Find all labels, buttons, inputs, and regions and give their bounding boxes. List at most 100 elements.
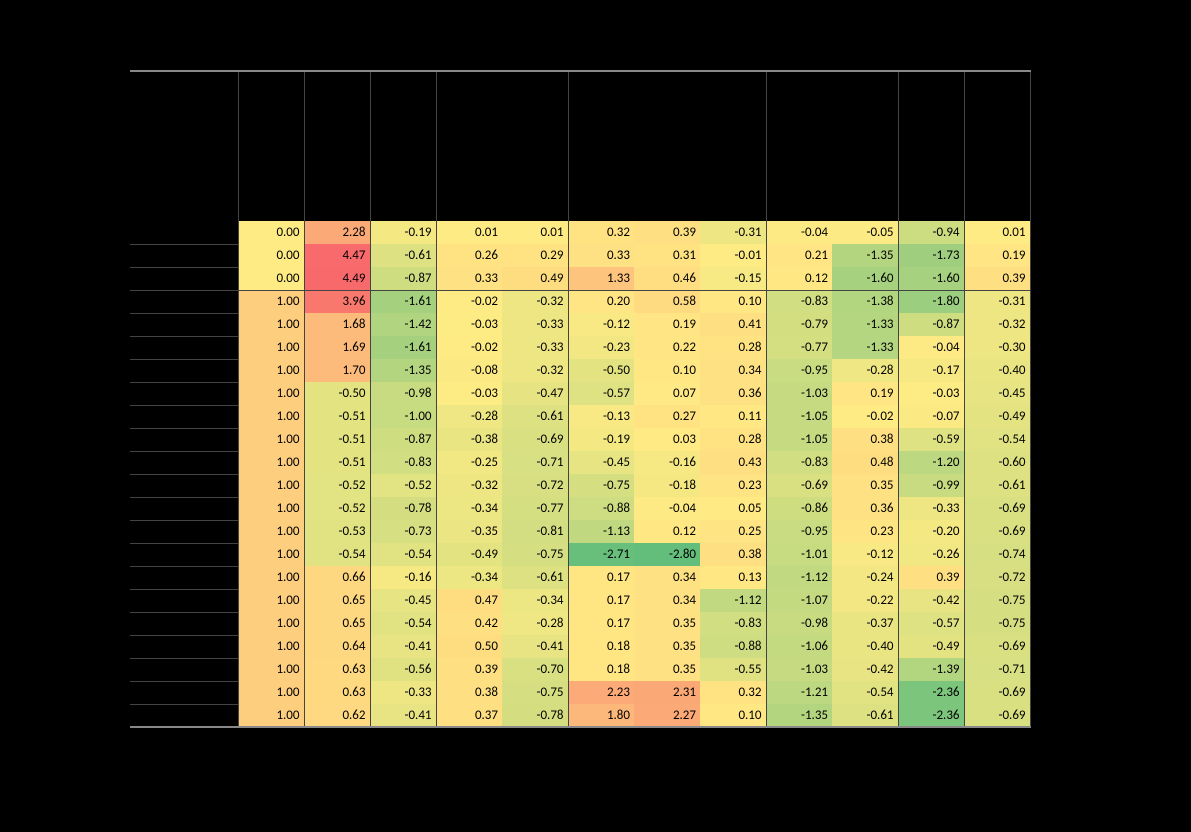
heatmap-cell: -0.72 bbox=[502, 474, 568, 497]
heatmap-cell: 0.19 bbox=[832, 382, 898, 405]
heatmap-cell: -0.22 bbox=[832, 589, 898, 612]
heatmap-cell: -0.19 bbox=[370, 221, 436, 244]
heatmap-cell: -1.20 bbox=[898, 451, 964, 474]
heatmap-cell: 1.70 bbox=[304, 359, 370, 382]
heatmap-cell: -0.03 bbox=[436, 313, 502, 336]
heatmap-cell: -1.73 bbox=[898, 244, 964, 267]
heatmap-cell: 0.34 bbox=[700, 359, 766, 382]
row-label-cell bbox=[130, 474, 238, 497]
heatmap-cell: 1.00 bbox=[238, 520, 304, 543]
heatmap-cell: 0.17 bbox=[568, 612, 634, 635]
heatmap-cell: -0.04 bbox=[766, 221, 832, 244]
heatmap-cell: 0.36 bbox=[832, 497, 898, 520]
heatmap-cell: -0.52 bbox=[304, 474, 370, 497]
heatmap-cell: -0.60 bbox=[964, 451, 1030, 474]
column-group-header bbox=[304, 71, 370, 221]
heatmap-cell: -1.21 bbox=[766, 681, 832, 704]
row-label-cell bbox=[130, 244, 238, 267]
heatmap-cell: 0.07 bbox=[634, 382, 700, 405]
heatmap-cell: -0.94 bbox=[898, 221, 964, 244]
heatmap-cell: -0.04 bbox=[898, 336, 964, 359]
heatmap-cell: -0.04 bbox=[634, 497, 700, 520]
heatmap-cell: 0.35 bbox=[634, 635, 700, 658]
heatmap-cell: 0.21 bbox=[766, 244, 832, 267]
heatmap-cell: -0.33 bbox=[898, 497, 964, 520]
heatmap-cell: -0.53 bbox=[304, 520, 370, 543]
heatmap-cell: -0.57 bbox=[568, 382, 634, 405]
table-row: 1.00-0.52-0.78-0.34-0.77-0.88-0.040.05-0… bbox=[130, 497, 1030, 520]
column-group-header bbox=[766, 71, 898, 221]
heatmap-cell: 0.19 bbox=[964, 244, 1030, 267]
heatmap-cell: -0.71 bbox=[964, 658, 1030, 681]
heatmap-cell: -1.80 bbox=[898, 290, 964, 313]
heatmap-cell: -0.37 bbox=[832, 612, 898, 635]
table-row: 1.00-0.51-0.83-0.25-0.71-0.45-0.160.43-0… bbox=[130, 451, 1030, 474]
heatmap-cell: -1.01 bbox=[766, 543, 832, 566]
table-row: 1.00-0.52-0.52-0.32-0.72-0.75-0.180.23-0… bbox=[130, 474, 1030, 497]
row-label-cell bbox=[130, 336, 238, 359]
heatmap-cell: 2.31 bbox=[634, 681, 700, 704]
heatmap-cell: -0.69 bbox=[964, 520, 1030, 543]
table-row: 1.000.63-0.560.39-0.700.180.35-0.55-1.03… bbox=[130, 658, 1030, 681]
heatmap-cell: -1.03 bbox=[766, 382, 832, 405]
table-row: 1.00-0.51-0.87-0.38-0.69-0.190.030.28-1.… bbox=[130, 428, 1030, 451]
heatmap-cell: 0.25 bbox=[700, 520, 766, 543]
heatmap-cell: -0.75 bbox=[502, 681, 568, 704]
heatmap-cell: 1.69 bbox=[304, 336, 370, 359]
heatmap-cell: -1.42 bbox=[370, 313, 436, 336]
heatmap-cell: 0.22 bbox=[634, 336, 700, 359]
column-group-header bbox=[238, 71, 304, 221]
heatmap-cell: 0.41 bbox=[700, 313, 766, 336]
heatmap-cell: -0.83 bbox=[766, 451, 832, 474]
heatmap-cell: 0.37 bbox=[436, 704, 502, 727]
heatmap-cell: -0.28 bbox=[832, 359, 898, 382]
heatmap-cell: -0.20 bbox=[898, 520, 964, 543]
heatmap-cell: -0.31 bbox=[700, 221, 766, 244]
heatmap-cell: 0.62 bbox=[304, 704, 370, 727]
heatmap-cell: 1.33 bbox=[568, 267, 634, 290]
column-group-header bbox=[898, 71, 964, 221]
heatmap-cell: 1.00 bbox=[238, 543, 304, 566]
heatmap-cell: -0.12 bbox=[568, 313, 634, 336]
heatmap-cell: -0.77 bbox=[502, 497, 568, 520]
row-label-cell bbox=[130, 290, 238, 313]
heatmap-cell: -0.87 bbox=[898, 313, 964, 336]
table-row: 1.000.63-0.330.38-0.752.232.310.32-1.21-… bbox=[130, 681, 1030, 704]
heatmap-cell: -0.45 bbox=[568, 451, 634, 474]
table-row: 1.00-0.54-0.54-0.49-0.75-2.71-2.800.38-1… bbox=[130, 543, 1030, 566]
heatmap-cell: -0.69 bbox=[766, 474, 832, 497]
heatmap-cell: -0.16 bbox=[634, 451, 700, 474]
heatmap-cell: -2.36 bbox=[898, 681, 964, 704]
heatmap-cell: 0.34 bbox=[634, 589, 700, 612]
heatmap-cell: -0.24 bbox=[832, 566, 898, 589]
heatmap-cell: -0.78 bbox=[502, 704, 568, 727]
heatmap-cell: -0.49 bbox=[964, 405, 1030, 428]
heatmap-cell: 1.00 bbox=[238, 635, 304, 658]
heatmap-cell: 0.23 bbox=[700, 474, 766, 497]
heatmap-cell: 0.63 bbox=[304, 681, 370, 704]
heatmap-cell: 0.39 bbox=[964, 267, 1030, 290]
row-label-cell bbox=[130, 497, 238, 520]
heatmap-cell: 0.13 bbox=[700, 566, 766, 589]
heatmap-cell: 1.00 bbox=[238, 497, 304, 520]
heatmap-cell: 0.10 bbox=[700, 704, 766, 727]
heatmap-cell: -1.39 bbox=[898, 658, 964, 681]
heatmap-cell: -0.87 bbox=[370, 428, 436, 451]
heatmap-cell: 1.00 bbox=[238, 451, 304, 474]
heatmap-cell: -0.77 bbox=[766, 336, 832, 359]
row-label-cell bbox=[130, 635, 238, 658]
heatmap-cell: 0.18 bbox=[568, 658, 634, 681]
column-group-header bbox=[370, 71, 436, 221]
heatmap-cell: 0.29 bbox=[502, 244, 568, 267]
row-label-cell bbox=[130, 359, 238, 382]
heatmap-cell: 1.00 bbox=[238, 290, 304, 313]
heatmap-cell: 1.00 bbox=[238, 428, 304, 451]
row-label-cell bbox=[130, 313, 238, 336]
heatmap-cell: -1.35 bbox=[766, 704, 832, 727]
heatmap-cell: -0.95 bbox=[766, 520, 832, 543]
heatmap-cell: -1.33 bbox=[832, 336, 898, 359]
heatmap-cell: -0.42 bbox=[898, 589, 964, 612]
heatmap-cell: -0.75 bbox=[568, 474, 634, 497]
heatmap-cell: -0.75 bbox=[502, 543, 568, 566]
heatmap-cell: -0.41 bbox=[370, 635, 436, 658]
